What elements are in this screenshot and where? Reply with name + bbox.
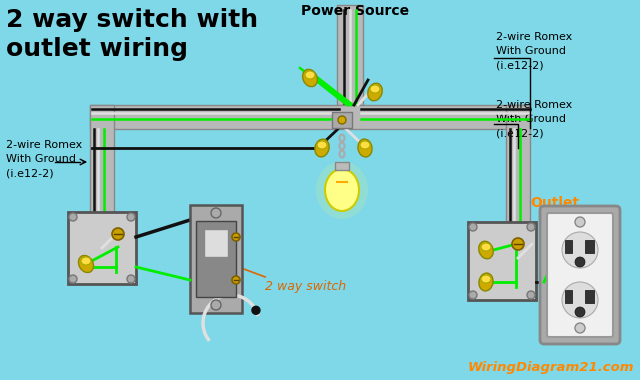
FancyBboxPatch shape [540, 206, 620, 344]
Ellipse shape [562, 232, 598, 268]
Bar [90, 105, 114, 248]
Circle shape [112, 228, 124, 240]
Bar [196, 221, 236, 297]
Ellipse shape [305, 71, 315, 79]
Bar [585, 290, 594, 303]
Ellipse shape [81, 257, 91, 265]
Ellipse shape [358, 139, 372, 157]
Ellipse shape [370, 85, 380, 93]
Ellipse shape [316, 161, 368, 219]
Circle shape [512, 238, 524, 250]
Circle shape [575, 217, 585, 227]
Circle shape [469, 223, 477, 231]
Ellipse shape [315, 139, 329, 157]
Circle shape [211, 208, 221, 218]
Bar [565, 290, 572, 303]
Circle shape [575, 257, 585, 267]
Ellipse shape [360, 141, 370, 149]
Ellipse shape [562, 282, 598, 318]
Text: 2-wire Romex
With Ground
(i.e12-2): 2-wire Romex With Ground (i.e12-2) [496, 32, 572, 70]
Circle shape [527, 223, 535, 231]
Circle shape [127, 213, 135, 221]
Circle shape [127, 275, 135, 283]
Circle shape [69, 275, 77, 283]
Bar [585, 240, 594, 253]
Bar [204, 229, 228, 257]
Text: WiringDiagram21.com: WiringDiagram21.com [467, 361, 634, 374]
Ellipse shape [481, 243, 491, 251]
Circle shape [252, 306, 260, 314]
Circle shape [69, 213, 77, 221]
Bar [332, 112, 352, 128]
Text: 2 way switch with
outlet wiring: 2 way switch with outlet wiring [6, 8, 258, 61]
Ellipse shape [317, 141, 327, 149]
Circle shape [469, 291, 477, 299]
Ellipse shape [479, 241, 493, 259]
Text: 2 way switch: 2 way switch [265, 280, 346, 293]
Circle shape [232, 276, 240, 284]
Text: 2-wire Romex
With Ground
(i.e12-2): 2-wire Romex With Ground (i.e12-2) [496, 100, 572, 138]
Circle shape [211, 300, 221, 310]
FancyBboxPatch shape [547, 213, 613, 337]
Bar [565, 240, 572, 253]
Circle shape [575, 307, 585, 317]
Bar [337, 5, 363, 105]
Ellipse shape [325, 169, 359, 211]
Circle shape [338, 116, 346, 124]
Text: Outlet: Outlet [531, 196, 580, 210]
Circle shape [575, 323, 585, 333]
Circle shape [232, 233, 240, 241]
Text: 2-wire Romex
With Ground
(i.e12-2): 2-wire Romex With Ground (i.e12-2) [6, 140, 83, 178]
FancyBboxPatch shape [190, 205, 242, 313]
Ellipse shape [481, 275, 491, 283]
Ellipse shape [479, 273, 493, 291]
FancyBboxPatch shape [68, 212, 136, 284]
Ellipse shape [303, 69, 317, 87]
FancyBboxPatch shape [468, 222, 536, 300]
Circle shape [527, 291, 535, 299]
Bar [90, 105, 530, 129]
Bar [335, 162, 349, 170]
Text: Power Source: Power Source [301, 4, 409, 18]
Ellipse shape [79, 255, 93, 272]
Ellipse shape [368, 83, 382, 101]
Bar [506, 105, 530, 258]
